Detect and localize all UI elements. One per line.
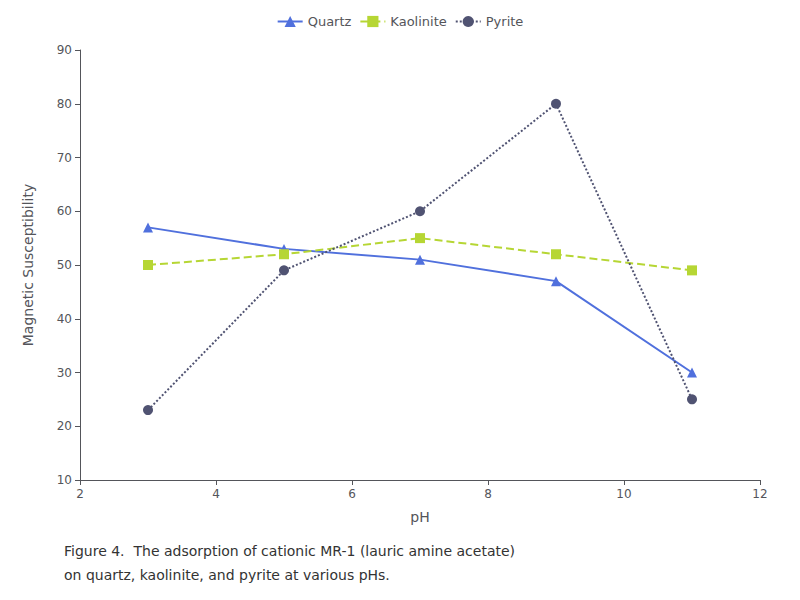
svg-text:4: 4 (212, 487, 220, 501)
svg-text:pH: pH (410, 509, 429, 525)
svg-text:20: 20 (57, 419, 72, 433)
svg-text:Pyrite: Pyrite (486, 14, 524, 29)
svg-text:Figure 4. The adsorption of c: Figure 4. The adsorption of cationic MR-… (64, 543, 515, 559)
svg-text:on quartz, kaolinite, and pyri: on quartz, kaolinite, and pyrite at vari… (64, 567, 390, 583)
svg-text:80: 80 (57, 97, 72, 111)
svg-text:Quartz: Quartz (308, 14, 352, 29)
svg-text:90: 90 (57, 43, 72, 57)
svg-text:8: 8 (484, 487, 492, 501)
svg-text:60: 60 (57, 204, 72, 218)
svg-text:Magnetic Susceptibility: Magnetic Susceptibility (20, 184, 36, 347)
svg-text:Kaolinite: Kaolinite (390, 14, 446, 29)
svg-text:2: 2 (76, 487, 84, 501)
svg-text:50: 50 (57, 258, 72, 272)
svg-text:12: 12 (752, 487, 767, 501)
svg-text:30: 30 (57, 366, 72, 380)
svg-text:40: 40 (57, 312, 72, 326)
svg-text:70: 70 (57, 151, 72, 165)
svg-text:6: 6 (348, 487, 356, 501)
svg-text:10: 10 (616, 487, 631, 501)
svg-text:10: 10 (57, 473, 72, 487)
